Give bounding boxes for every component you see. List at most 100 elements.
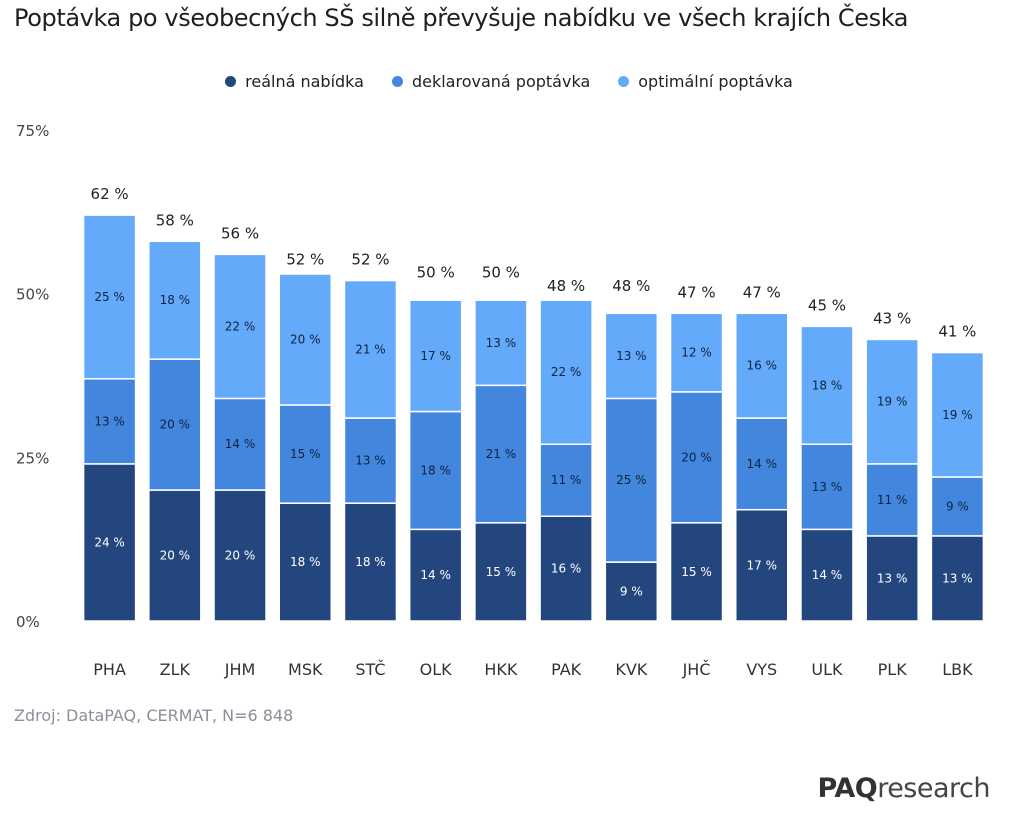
x-tick-label: JHM [224,660,256,679]
x-tick-label: STČ [355,660,385,679]
bar-segment-real [930,535,985,622]
bar-segment-real [604,561,659,622]
legend-item-declared: deklarovaná poptávka [391,72,591,91]
bar-total-label: 50 % [482,264,520,282]
bar-value-label: 20 % [290,332,321,346]
bar-segment-real [539,515,593,622]
x-tick-label: PAK [551,660,582,679]
y-tick-label: 25% [16,449,49,467]
bar-segment-real [148,489,202,622]
bar-segment-real [474,522,528,622]
legend-label-real: reálná nabídka [245,72,364,91]
bar-segment-optimal [408,299,463,413]
bar-segment-real [408,528,463,622]
bar-segment-declared [343,417,398,504]
bar-value-label: 11 % [877,493,908,507]
bar-value-label: 13 % [94,414,125,428]
bar-value-label: 20 % [681,450,712,464]
bar-segment-declared [930,476,985,537]
bar-segment-optimal [82,214,137,380]
y-tick-label: 0% [16,613,40,631]
bar-value-label: 13 % [942,571,973,585]
x-tick-label: VYS [746,660,777,679]
x-tick-label: ULK [811,660,843,679]
bar-segment-optimal [800,325,854,445]
legend: reálná nabídka deklarovaná poptávka opti… [0,72,1018,91]
bar-value-label: 16 % [747,359,778,373]
bar-total-label: 58 % [156,211,194,229]
bar-segment-optimal [865,338,919,465]
bar-total-label: 56 % [221,224,259,242]
y-tick-label: 75% [16,122,49,140]
legend-dot-real [225,76,237,87]
bar-value-label: 22 % [551,365,582,379]
bar-value-label: 14 % [420,568,451,582]
chart-title: Poptávka po všeobecných SŠ silně převyšu… [14,4,909,32]
bar-value-label: 9 % [620,585,643,599]
bar-total-label: 48 % [547,277,585,295]
bar-value-label: 18 % [290,555,321,569]
x-tick-label: HKK [484,660,518,679]
legend-item-real: reálná nabídka [225,72,364,91]
x-tick-label: JHČ [682,660,711,679]
bar-value-label: 16 % [551,562,582,576]
bar-value-label: 14 % [747,457,778,471]
bar-segment-optimal [213,253,267,400]
bar-segment-optimal [278,273,332,406]
bar-total-label: 45 % [808,296,846,314]
bar-segment-declared [800,443,854,531]
bar-value-label: 11 % [551,473,582,487]
bar-value-label: 13 % [355,454,386,468]
legend-dot-optimal [618,76,630,87]
x-tick-label: PLK [878,660,908,679]
bar-segment-declared [82,378,137,465]
bar-value-label: 13 % [616,349,647,363]
stacked-bar-chart: 0% 25% 50% 75% 24 % 13 % 25 % 62 % PHA 20 % 20 % 18… [16,122,985,679]
bar-segment-declared [213,397,267,491]
bar-value-label: 19 % [942,408,973,422]
x-tick-label: OLK [420,660,453,679]
bar-value-label: 20 % [160,549,191,563]
bar-value-label: 9 % [946,499,969,513]
bar-value-label: 19 % [877,395,908,409]
bar-total-label: 47 % [743,283,781,301]
bar-segment-optimal [604,312,659,400]
x-tick-label: ZLK [160,660,191,679]
bar-value-label: 17 % [747,558,778,572]
x-tick-label: MSK [288,660,323,679]
bar-value-label: 22 % [225,319,256,333]
bar-value-label: 25 % [94,290,125,304]
bar-segment-real [865,535,919,622]
bar-total-label: 43 % [873,309,911,327]
bar-segment-optimal [474,299,528,387]
bar-value-label: 15 % [290,447,321,461]
bar-value-label: 13 % [486,336,517,350]
bar-segment-optimal [930,351,985,478]
legend-label-declared: deklarovaná poptávka [411,72,591,91]
bar-segment-optimal [735,312,789,419]
bar-segment-declared [669,391,724,524]
bar-segment-real [735,508,789,622]
bar-value-label: 12 % [681,346,712,360]
bar-value-label: 24 % [94,535,125,549]
y-tick-label: 50% [16,286,49,304]
brand-logo-bold: PAQ [817,773,878,804]
bar-segment-optimal [669,312,724,393]
bar-segment-real [82,463,137,622]
bar-value-label: 21 % [486,447,517,461]
bar-value-label: 18 % [160,293,191,307]
bar-segment-declared [474,384,528,524]
x-tick-label: LBK [942,660,973,679]
bar-value-label: 15 % [486,565,517,579]
x-tick-label: KVK [615,660,647,679]
bar-value-label: 14 % [812,568,843,582]
bar-total-label: 50 % [417,264,455,282]
bar-value-label: 18 % [355,555,386,569]
bar-value-label: 20 % [225,549,256,563]
bar-value-label: 18 % [420,463,451,477]
bar-value-label: 17 % [420,349,451,363]
bar-segment-optimal [343,279,398,419]
bar-value-label: 14 % [225,437,256,451]
bar-value-label: 20 % [160,418,191,432]
bar-total-label: 41 % [938,323,976,341]
